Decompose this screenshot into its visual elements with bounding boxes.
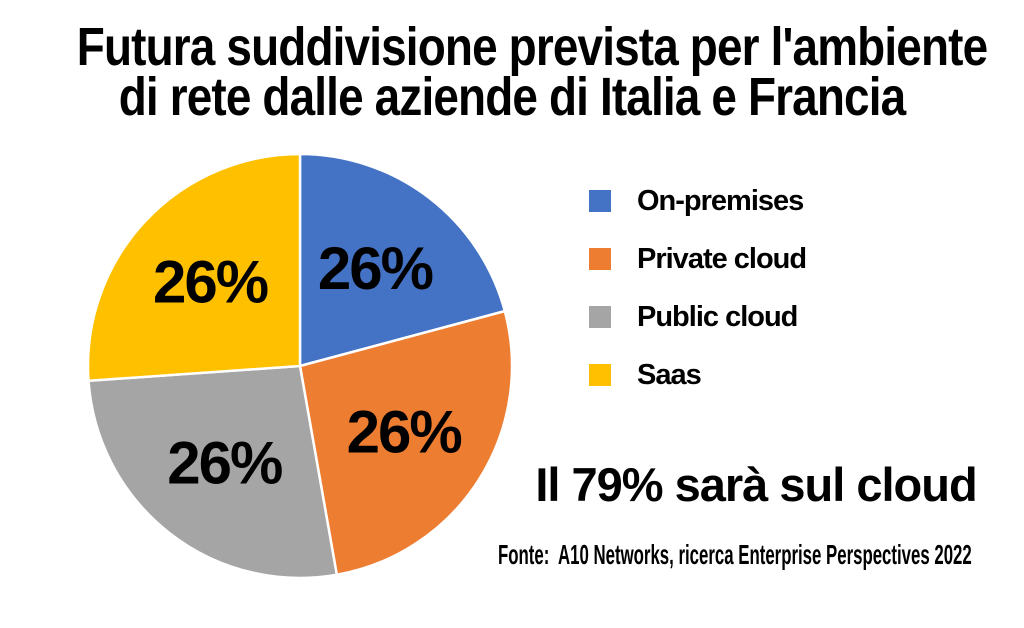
legend-item-private-cloud: Private cloud <box>589 243 807 275</box>
chart-title: Futura suddivisione prevista per l'ambie… <box>76 17 988 127</box>
legend-item-public-cloud: Public cloud <box>589 301 806 333</box>
legend-swatch-private-cloud <box>589 248 611 270</box>
pie-slice-label-on-premises: 26% <box>318 235 433 302</box>
pie-chart: 26% 26% 26% 26% <box>86 152 514 580</box>
legend-label-saas: Saas <box>637 359 702 391</box>
pie-slice-label-saas: 26% <box>153 249 268 316</box>
pie-chart-area: 26% 26% 26% 26% <box>60 126 540 606</box>
source-text: Fonte: A10 Networks, ricerca Enterprise … <box>498 539 972 570</box>
chart-legend: On-premises Private cloud Public cloud Saas <box>589 185 807 422</box>
legend-swatch-on-premises <box>589 190 611 212</box>
pie-slice-public-cloud <box>87 364 339 580</box>
legend-item-on-premises: On-premises <box>589 185 806 217</box>
chart-title-line2: di rete dalle aziende di Italia e Franci… <box>118 67 906 127</box>
annotation-text: Il 79% sarà sul cloud <box>535 458 977 511</box>
legend-swatch-saas <box>589 364 611 386</box>
legend-item-saas: Saas <box>589 359 806 391</box>
chart-title-line1: Futura suddivisione prevista per l'ambie… <box>76 17 988 77</box>
pie-slice-saas <box>86 152 302 383</box>
legend-label-on-premises: On-premises <box>637 185 804 217</box>
legend-label-private-cloud: Private cloud <box>637 243 807 275</box>
pie-slice-on-premises <box>298 152 507 368</box>
pie-slice-label-public-cloud: 26% <box>167 429 282 496</box>
pie-slice-private-cloud <box>298 309 514 577</box>
pie-slice-label-private-cloud: 26% <box>347 399 462 466</box>
legend-label-public-cloud: Public cloud <box>637 301 798 333</box>
legend-swatch-public-cloud <box>589 306 611 328</box>
